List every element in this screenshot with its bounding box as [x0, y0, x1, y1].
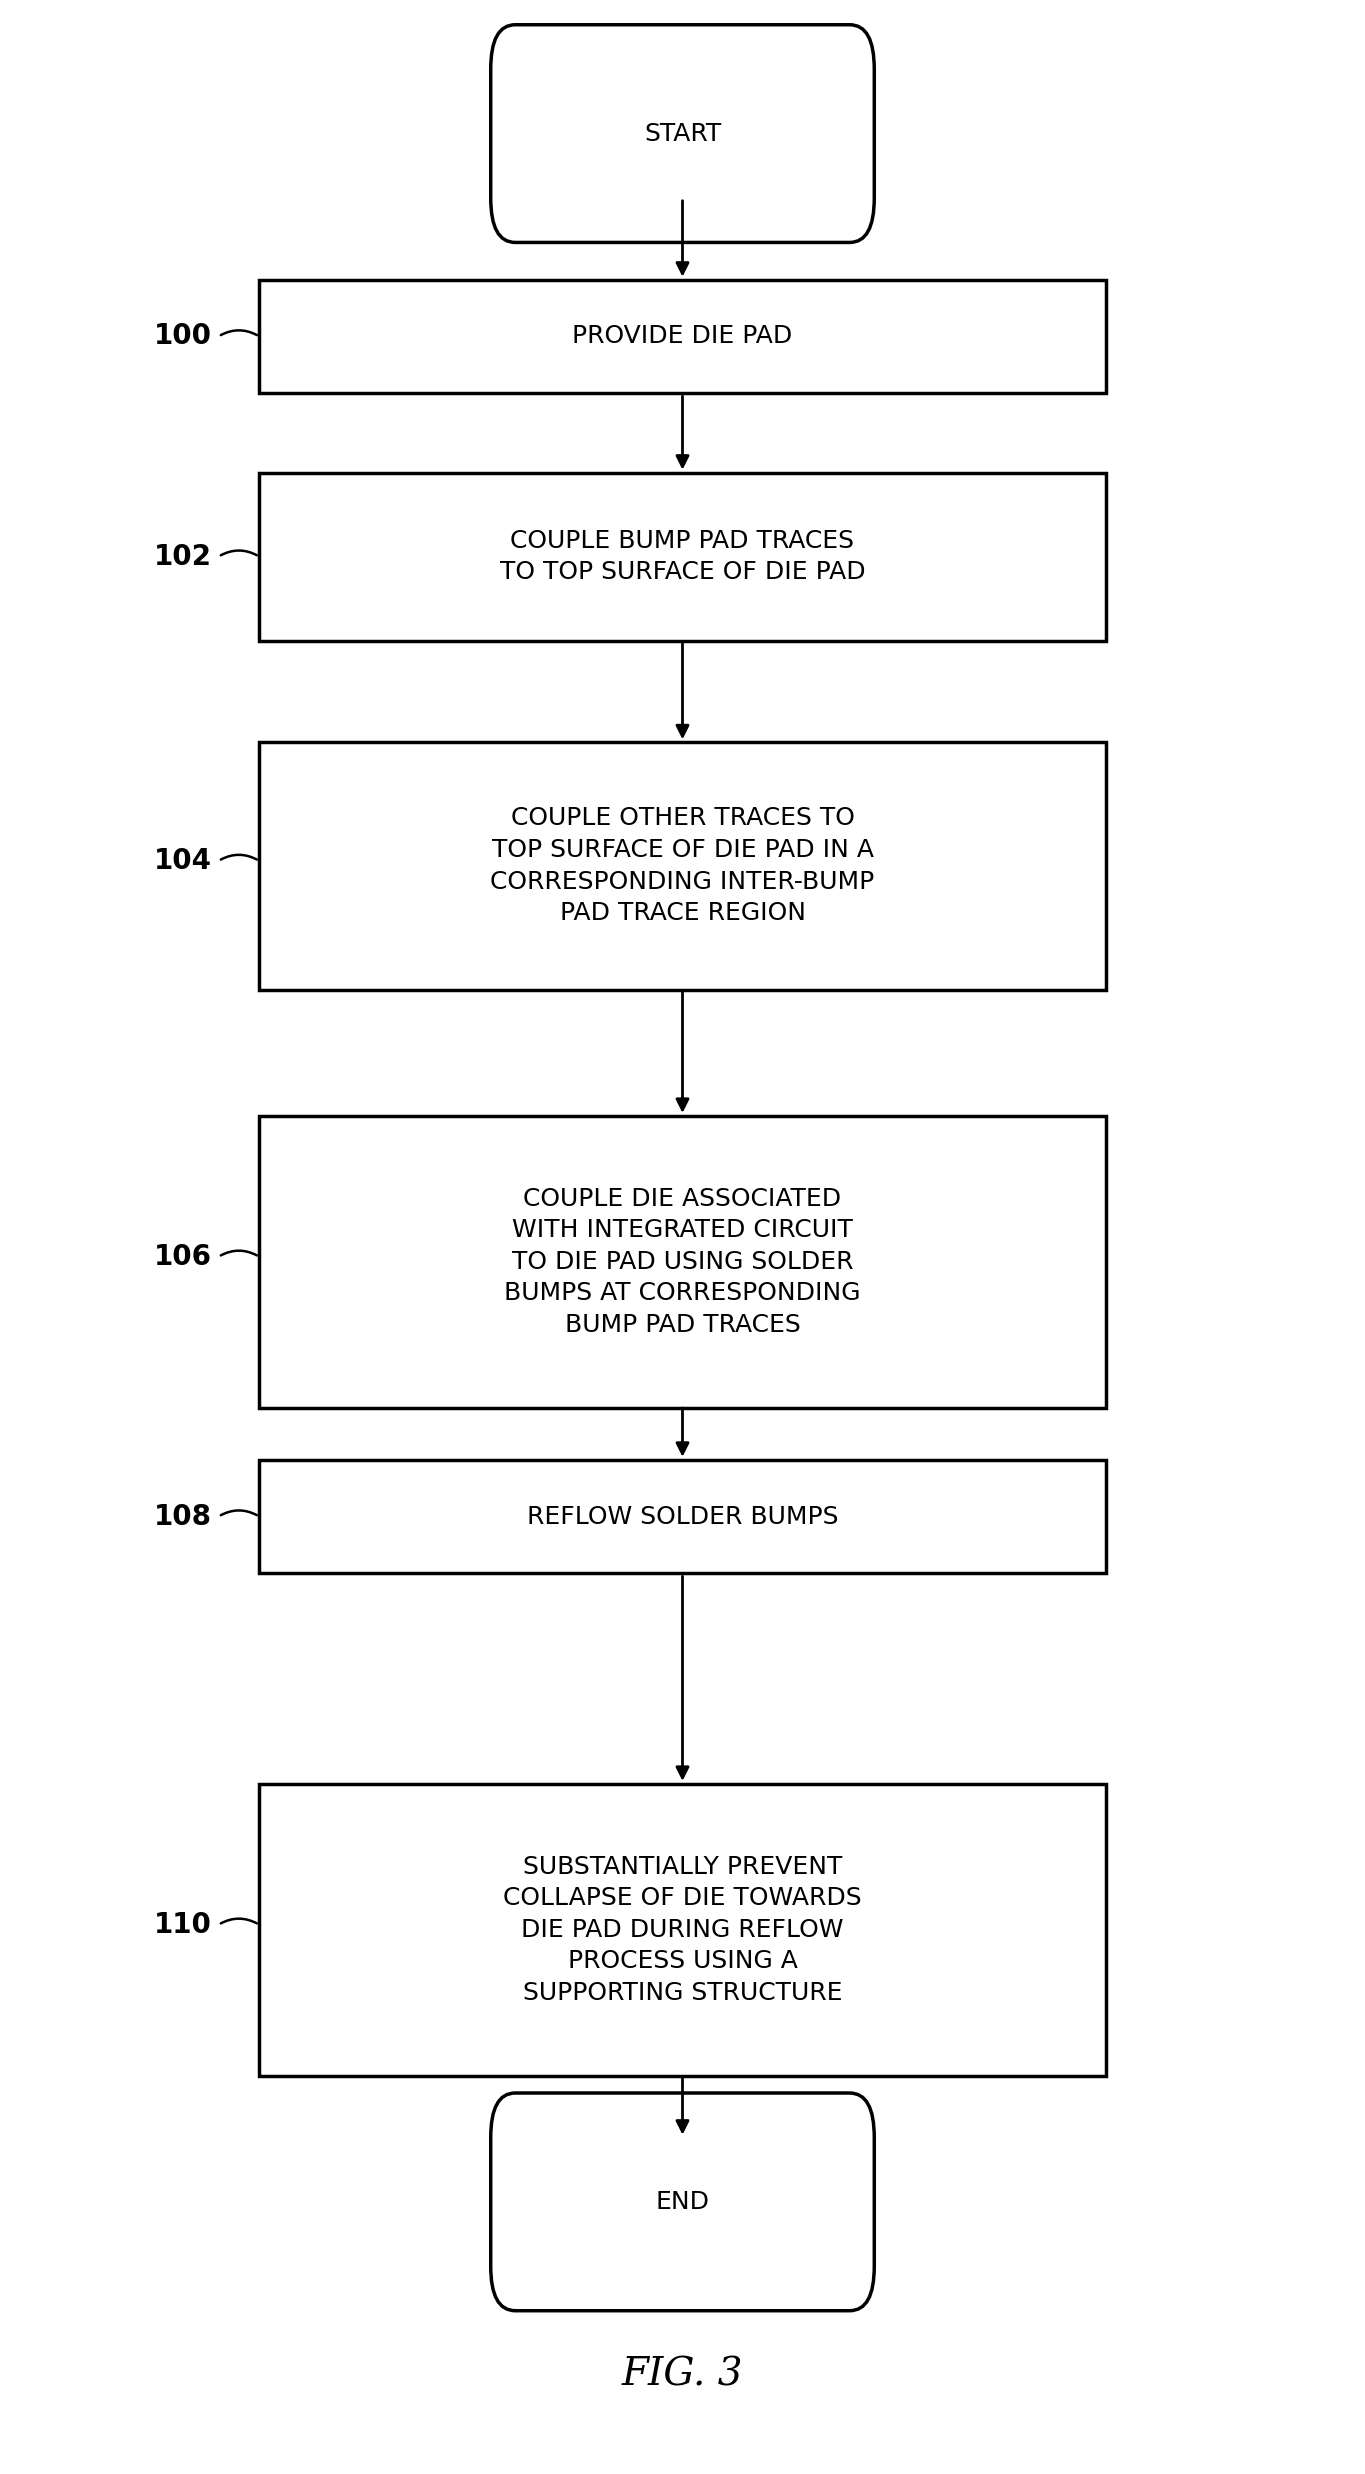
Bar	[259, 1460, 1106, 1573]
Text: COUPLE OTHER TRACES TO
TOP SURFACE OF DIE PAD IN A
CORRESPONDING INTER-BUMP
PAD : COUPLE OTHER TRACES TO TOP SURFACE OF DI…	[490, 807, 875, 925]
Bar	[259, 280, 1106, 393]
Text: START: START	[644, 121, 721, 146]
Text: FIG. 3: FIG. 3	[621, 2358, 744, 2392]
FancyBboxPatch shape	[491, 25, 874, 242]
Bar	[259, 742, 1106, 990]
Text: PROVIDE DIE PAD: PROVIDE DIE PAD	[572, 324, 793, 349]
Text: END: END	[655, 2189, 710, 2214]
Text: COUPLE DIE ASSOCIATED
WITH INTEGRATED CIRCUIT
TO DIE PAD USING SOLDER
BUMPS AT C: COUPLE DIE ASSOCIATED WITH INTEGRATED CI…	[504, 1188, 861, 1336]
FancyBboxPatch shape	[491, 2093, 874, 2311]
Text: REFLOW SOLDER BUMPS: REFLOW SOLDER BUMPS	[527, 1504, 838, 1529]
Text: 108: 108	[154, 1502, 212, 1531]
Text: COUPLE BUMP PAD TRACES
TO TOP SURFACE OF DIE PAD: COUPLE BUMP PAD TRACES TO TOP SURFACE OF…	[500, 529, 865, 584]
Text: 110: 110	[154, 1910, 212, 1940]
Bar	[259, 1116, 1106, 1408]
Text: 102: 102	[154, 542, 212, 571]
Text: 100: 100	[154, 322, 212, 351]
Text: SUBSTANTIALLY PREVENT
COLLAPSE OF DIE TOWARDS
DIE PAD DURING REFLOW
PROCESS USIN: SUBSTANTIALLY PREVENT COLLAPSE OF DIE TO…	[504, 1856, 861, 2004]
Bar	[259, 1784, 1106, 2076]
Text: 106: 106	[154, 1242, 212, 1272]
Bar	[259, 473, 1106, 641]
Text: 104: 104	[154, 846, 212, 876]
